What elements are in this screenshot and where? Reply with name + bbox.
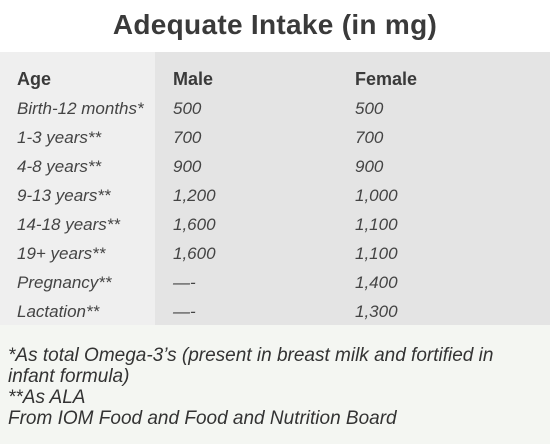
table-row: Birth-12 months* 500 500: [0, 94, 550, 123]
cell-male: 1,600: [173, 215, 216, 234]
table-row: 14-18 years** 1,600 1,100: [0, 210, 550, 239]
table-header-row: Age Male Female: [0, 65, 550, 94]
values-column-background: [155, 52, 550, 325]
header-age: Age: [17, 69, 52, 89]
table-row: 19+ years** 1,600 1,100: [0, 239, 550, 268]
cell-female: 1,300: [355, 302, 398, 321]
table-row: Lactation** —- 1,300: [0, 297, 550, 326]
cell-female: 1,100: [355, 215, 398, 234]
cell-male: 700: [173, 128, 202, 147]
cell-age: 19+ years**: [17, 244, 106, 263]
cell-male: 900: [173, 157, 202, 176]
cell-female: 700: [355, 128, 384, 147]
header-male: Male: [173, 69, 214, 89]
cell-male: 1,600: [173, 244, 216, 263]
page-title: Adequate Intake (in mg): [0, 0, 550, 52]
cell-female: 1,400: [355, 273, 398, 292]
table-row: 4-8 years** 900 900: [0, 152, 550, 181]
table-row: Pregnancy** —- 1,400: [0, 268, 550, 297]
cell-male: 1,200: [173, 186, 216, 205]
table-row: 9-13 years** 1,200 1,000: [0, 181, 550, 210]
cell-age: 1-3 years**: [17, 128, 102, 147]
footnotes: *As total Omega-3’s (present in breast m…: [0, 325, 550, 444]
cell-male: —-: [173, 302, 196, 321]
cell-male: 500: [173, 99, 202, 118]
cell-age: Pregnancy**: [17, 273, 112, 292]
table-row: 1-3 years** 700 700: [0, 123, 550, 152]
intake-table: Age Male Female Birth-12 months* 500 500…: [0, 52, 550, 325]
cell-female: 1,000: [355, 186, 398, 205]
footnote: From IOM Food and Food and Nutrition Boa…: [8, 408, 397, 429]
cell-female: 500: [355, 99, 384, 118]
footnote: **As ALA: [8, 387, 86, 408]
cell-female: 1,100: [355, 244, 398, 263]
footnote: *As total Omega-3’s (present in breast m…: [8, 345, 494, 387]
cell-female: 900: [355, 157, 384, 176]
cell-age: Birth-12 months*: [17, 99, 144, 118]
cell-age: Lactation**: [17, 302, 100, 321]
header-female: Female: [355, 69, 418, 89]
cell-male: —-: [173, 273, 196, 292]
cell-age: 4-8 years**: [17, 157, 102, 176]
cell-age: 14-18 years**: [17, 215, 121, 234]
cell-age: 9-13 years**: [17, 186, 111, 205]
footnotes-text: *As total Omega-3’s (present in breast m…: [8, 345, 544, 429]
